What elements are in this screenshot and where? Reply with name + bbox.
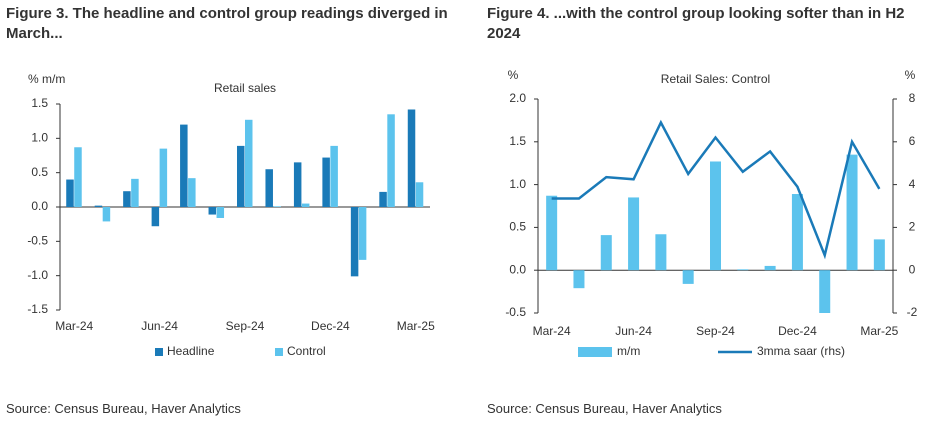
y-tick-label: 0.0 xyxy=(31,199,48,213)
plot-area xyxy=(66,109,424,277)
bar xyxy=(764,265,776,271)
bar xyxy=(237,145,245,207)
y-tick-label: 1.0 xyxy=(509,177,526,191)
legend-label: 3mma saar (rhs) xyxy=(757,344,845,358)
bar xyxy=(846,154,858,271)
bar xyxy=(94,205,103,207)
y2-tick-label: 0 xyxy=(909,262,916,276)
bar xyxy=(387,114,395,207)
figure-title: Figure 4. ...with the control group look… xyxy=(487,5,905,42)
y-axis-label: % m/m xyxy=(28,72,65,86)
y2-tick-label: 8 xyxy=(909,91,916,105)
y-tick-label: -1.0 xyxy=(27,268,48,282)
chart-subtitle: Retail Sales: Control xyxy=(661,72,770,86)
y-axis-label: % xyxy=(508,68,519,82)
figure-title: Figure 3. The headline and control group… xyxy=(6,5,448,42)
y-tick-label: 0.0 xyxy=(509,262,526,276)
bar xyxy=(379,191,387,207)
y-tick-label: -0.5 xyxy=(27,234,48,248)
y-tick-label: 1.5 xyxy=(509,134,526,148)
chart-subtitle: Retail sales xyxy=(214,81,276,95)
x-tick-label: Mar-24 xyxy=(533,324,571,338)
y2-axis-label: % xyxy=(905,68,916,82)
bar xyxy=(208,207,217,215)
x-tick-label: Mar-25 xyxy=(860,324,898,338)
y2-tick-label: 6 xyxy=(909,134,916,148)
bar xyxy=(330,145,338,207)
y2-tick-label: -2 xyxy=(907,305,918,319)
source: Source: Census Bureau, Haver Analytics xyxy=(487,401,722,416)
plot-area xyxy=(546,119,885,313)
legend-swatch xyxy=(578,347,612,357)
bar xyxy=(216,207,225,218)
bar xyxy=(74,147,82,207)
y-tick-label: 0.5 xyxy=(31,165,48,179)
bar xyxy=(600,235,612,271)
legend-swatch xyxy=(275,348,283,356)
bar xyxy=(710,161,721,271)
bar xyxy=(273,206,281,207)
bar xyxy=(131,178,139,207)
source: Source: Census Bureau, Haver Analytics xyxy=(6,401,241,416)
y2-tick-label: 2 xyxy=(909,220,916,234)
y-tick-label: 2.0 xyxy=(509,91,526,105)
bar xyxy=(415,182,424,207)
bar xyxy=(819,270,831,313)
bar xyxy=(123,191,131,207)
bar xyxy=(873,239,885,271)
bar xyxy=(358,207,367,260)
legend-label: m/m xyxy=(617,344,640,358)
x-tick-label: Sep-24 xyxy=(226,319,265,333)
x-tick-label: Dec-24 xyxy=(778,324,817,338)
bar xyxy=(188,178,196,207)
x-tick-label: Sep-24 xyxy=(696,324,735,338)
y-tick-label: -1.5 xyxy=(27,302,48,316)
bar xyxy=(407,109,416,207)
x-tick-label: Dec-24 xyxy=(311,319,350,333)
bar xyxy=(628,197,640,271)
bar xyxy=(151,207,160,227)
legend-label: Headline xyxy=(167,344,215,358)
legend-swatch xyxy=(155,348,163,356)
bar xyxy=(180,124,188,207)
bar xyxy=(245,119,253,207)
x-tick-label: Jun-24 xyxy=(615,324,652,338)
y-tick-label: 0.5 xyxy=(509,220,526,234)
y2-tick-label: 4 xyxy=(909,177,916,191)
bar xyxy=(682,270,694,284)
bar xyxy=(655,234,667,271)
bar xyxy=(66,179,74,207)
bar xyxy=(791,194,803,271)
x-tick-label: Jun-24 xyxy=(141,319,178,333)
line xyxy=(551,119,881,260)
bar xyxy=(737,269,749,271)
bar xyxy=(322,157,330,207)
bar xyxy=(102,207,111,222)
bar xyxy=(350,207,359,277)
y-tick-label: 1.0 xyxy=(31,131,48,145)
x-tick-label: Mar-25 xyxy=(397,319,435,333)
y-tick-label: 1.5 xyxy=(31,96,48,110)
bar xyxy=(573,270,585,289)
bar xyxy=(301,203,310,207)
legend-label: Control xyxy=(287,344,326,358)
x-tick-label: Mar-24 xyxy=(55,319,93,333)
bar xyxy=(265,169,273,207)
bar xyxy=(159,148,168,207)
bar xyxy=(546,195,558,271)
bar xyxy=(293,162,302,207)
y-tick-label: -0.5 xyxy=(505,305,526,319)
